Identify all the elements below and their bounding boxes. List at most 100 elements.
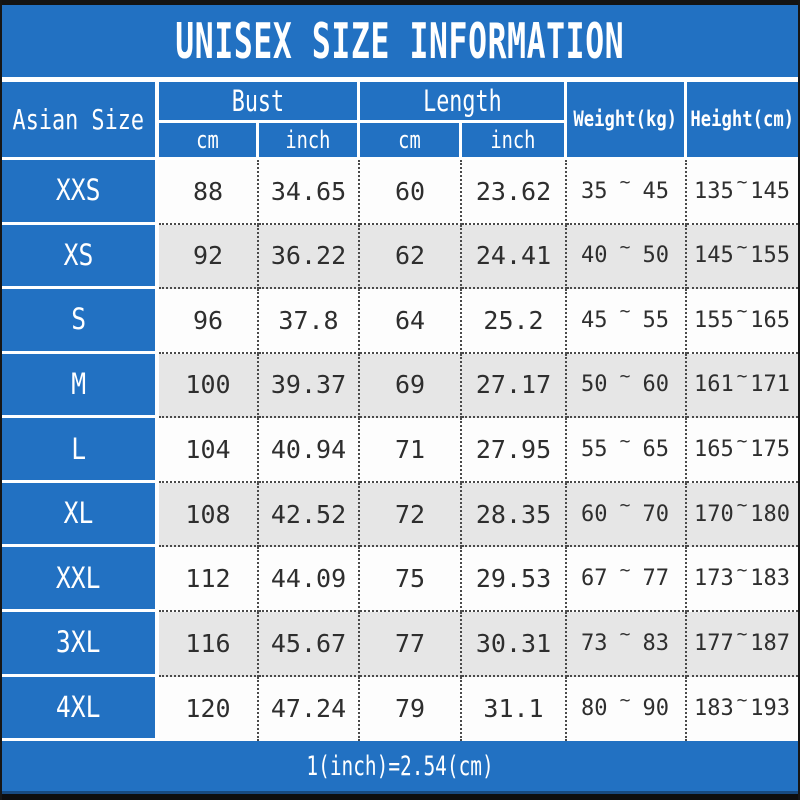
length-inch-cell: 31.1	[462, 676, 567, 742]
size-label: M	[71, 366, 86, 401]
length-inch-value: 28.35	[475, 499, 552, 529]
header-weight: Weight(kg)	[567, 82, 687, 157]
bust-cm-cell: 100	[159, 353, 259, 419]
height-max-value: 171	[750, 372, 790, 398]
tilde-separator: ~	[619, 559, 631, 581]
weight-range-cell: 60 ~ 70	[567, 482, 687, 548]
height-range-cell: 177 ~ 187	[687, 611, 798, 677]
length-cm-value: 60	[394, 176, 426, 206]
header-bust-group: Bust	[159, 82, 360, 123]
weight-range-cell: 35 ~ 45	[567, 160, 687, 225]
size-label-cell: M	[2, 353, 159, 419]
tilde-separator: ~	[736, 624, 748, 646]
table-body: XXS 88 34.65 60 23.62 35 ~ 45 135 ~ 145 …	[2, 160, 798, 742]
weight-min-value: 60	[581, 501, 608, 527]
weight-min-value: 80	[581, 696, 608, 722]
bust-inch-value: 34.65	[270, 176, 347, 206]
header-asian-size: Asian Size	[2, 82, 159, 157]
weight-min-value: 73	[581, 630, 608, 656]
weight-min-value: 55	[581, 437, 608, 463]
weight-max-value: 90	[642, 696, 670, 722]
size-label: XXL	[56, 560, 101, 595]
weight-range-cell: 73 ~ 83	[567, 611, 687, 677]
height-min-value: 177	[694, 630, 734, 656]
height-max-value: 183	[750, 566, 790, 592]
weight-min-value: 67	[581, 566, 608, 592]
bust-cm-cell: 112	[159, 547, 259, 612]
page-title: UNISEX SIZE INFORMATION	[175, 12, 625, 70]
weight-min-value: 45	[581, 307, 608, 333]
size-label-cell: 4XL	[2, 676, 159, 742]
size-label: XS	[63, 237, 94, 272]
bust-cm-cell: 92	[159, 224, 259, 290]
height-range-cell: 145 ~ 155	[687, 224, 798, 290]
height-range-cell: 165 ~ 175	[687, 418, 798, 483]
length-inch-value: 24.41	[475, 241, 552, 271]
weight-max-value: 60	[642, 372, 670, 398]
length-inch-value: 25.2	[483, 305, 544, 335]
bust-inch-cell: 45.67	[259, 611, 360, 677]
height-min-value: 183	[694, 696, 734, 722]
tilde-separator: ~	[619, 236, 631, 258]
tilde-separator: ~	[619, 689, 631, 711]
bust-inch-cell: 47.24	[259, 676, 360, 742]
bottom-border-bar	[2, 794, 798, 800]
bust-cm-value: 92	[192, 241, 224, 271]
size-label: S	[71, 302, 86, 337]
length-inch-value: 29.53	[475, 564, 552, 594]
length-cm-value: 71	[394, 435, 426, 465]
length-cm-cell: 79	[360, 676, 462, 742]
length-cm-cell: 75	[360, 547, 462, 612]
height-range-cell: 155 ~ 165	[687, 289, 798, 354]
height-min-value: 135	[694, 178, 734, 204]
tilde-separator: ~	[619, 430, 631, 452]
length-cm-cell: 71	[360, 418, 462, 483]
top-border-bar	[2, 0, 798, 5]
table-row: XL 108 42.52 72 28.35 60 ~ 70 170 ~ 180	[2, 482, 798, 548]
weight-range-cell: 45 ~ 55	[567, 289, 687, 354]
weight-max-value: 65	[642, 437, 670, 463]
bust-inch-value: 39.37	[270, 370, 347, 400]
length-inch-cell: 27.17	[462, 353, 567, 419]
bust-cm-value: 108	[185, 499, 231, 529]
bust-inch-value: 44.09	[270, 564, 347, 594]
length-cm-value: 77	[394, 628, 426, 658]
weight-max-value: 70	[642, 501, 670, 527]
size-label: XXS	[56, 173, 101, 208]
length-inch-value: 30.31	[475, 628, 552, 658]
weight-range-cell: 50 ~ 60	[567, 353, 687, 419]
bust-inch-cell: 34.65	[259, 160, 360, 225]
tilde-separator: ~	[619, 301, 631, 323]
table-row: XXL 112 44.09 75 29.53 67 ~ 77 173 ~ 183	[2, 547, 798, 612]
length-cm-cell: 69	[360, 353, 462, 419]
header-length-cm: cm	[360, 123, 462, 157]
header-length-label: Length	[422, 83, 502, 118]
bust-inch-value: 40.94	[270, 435, 347, 465]
header-height-label: Height(cm)	[690, 107, 795, 131]
weight-range-cell: 67 ~ 77	[567, 547, 687, 612]
length-cm-cell: 62	[360, 224, 462, 290]
header-length-inch-label: inch	[490, 126, 536, 154]
tilde-separator: ~	[619, 365, 631, 387]
table-row: 4XL 120 47.24 79 31.1 80 ~ 90 183 ~ 193	[2, 676, 798, 742]
title-bar: UNISEX SIZE INFORMATION	[2, 5, 798, 77]
height-range-cell: 161 ~ 171	[687, 353, 798, 419]
height-min-value: 161	[694, 372, 734, 398]
header-length-inch: inch	[462, 123, 567, 157]
length-inch-value: 27.17	[475, 370, 552, 400]
height-max-value: 187	[750, 630, 790, 656]
table-header: Asian Size Bust Length Weight(kg) Height…	[2, 82, 798, 160]
bust-cm-value: 104	[185, 435, 231, 465]
length-cm-value: 64	[394, 305, 426, 335]
length-cm-value: 79	[394, 694, 426, 724]
table-row: XXS 88 34.65 60 23.62 35 ~ 45 135 ~ 145	[2, 160, 798, 225]
bust-cm-value: 100	[185, 370, 231, 400]
weight-max-value: 77	[642, 566, 670, 592]
weight-min-value: 35	[581, 178, 608, 204]
length-inch-cell: 23.62	[462, 160, 567, 225]
size-label-cell: XXL	[2, 547, 159, 612]
weight-max-value: 83	[642, 630, 670, 656]
header-bust-inch-label: inch	[285, 126, 331, 154]
header-bust-inch: inch	[259, 123, 360, 157]
size-label-cell: 3XL	[2, 611, 159, 677]
